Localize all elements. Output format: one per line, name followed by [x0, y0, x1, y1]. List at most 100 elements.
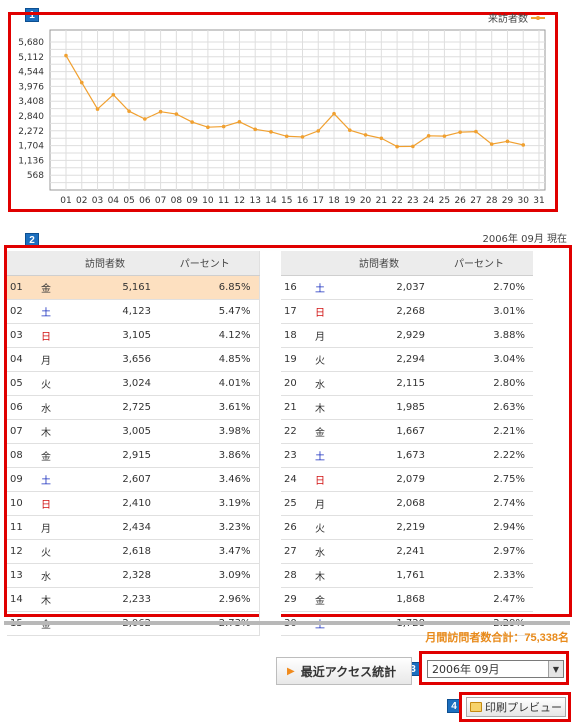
day-cell: 27: [281, 539, 307, 564]
y-tick-label: 2,840: [18, 112, 44, 122]
percent-cell: 4.12%: [159, 323, 260, 348]
x-tick-label: 13: [249, 196, 260, 206]
data-point: [253, 127, 257, 132]
weekday-cell: 水: [33, 563, 59, 588]
visitors-cell: 2,079: [333, 467, 433, 492]
weekday-cell: 金: [307, 587, 333, 612]
header-percent-right: パーセント: [433, 251, 533, 276]
percent-cell: 2.47%: [433, 587, 533, 612]
visitors-cell: 2,268: [333, 299, 433, 324]
visitors-cell: 3,105: [59, 323, 159, 348]
day-cell: 07: [7, 419, 33, 444]
day-cell: 03: [7, 323, 33, 348]
recent-access-stats-label: 最近アクセス統計: [300, 664, 397, 679]
x-tick-label: 15: [281, 196, 292, 206]
x-tick-label: 06: [139, 196, 151, 206]
day-cell: 26: [281, 515, 307, 540]
column-gap: [259, 371, 281, 395]
percent-cell: 3.46%: [159, 467, 260, 492]
x-tick-label: 27: [470, 196, 481, 206]
percent-cell: 2.96%: [159, 587, 260, 612]
x-tick-label: 29: [502, 196, 514, 206]
x-tick-label: 31: [533, 196, 544, 206]
data-point: [489, 142, 494, 146]
day-cell: 22: [281, 419, 307, 444]
percent-cell: 2.74%: [433, 491, 533, 516]
print-preview-button[interactable]: 印刷プレビュー: [466, 697, 566, 717]
recent-access-stats-button[interactable]: ▶ 最近アクセス統計: [276, 657, 412, 685]
table-row: 10 日 2,410 3.19% 25 月 2,068 2.74%: [7, 491, 533, 516]
table-row: 08 金 2,915 3.86% 23 土 1,673 2.22%: [7, 443, 533, 468]
percent-cell: 5.47%: [159, 299, 260, 324]
weekday-cell: 日: [33, 491, 59, 516]
percent-cell: 6.85%: [159, 275, 260, 300]
visitors-cell: 2,328: [59, 563, 159, 588]
table-bottom-rule: [4, 621, 570, 625]
percent-cell: 2.94%: [433, 515, 533, 540]
visitors-cell: 2,607: [59, 467, 159, 492]
data-point: [426, 134, 431, 138]
percent-cell: 3.86%: [159, 443, 260, 468]
visitors-cell: 1,673: [333, 443, 433, 468]
data-point: [316, 129, 321, 133]
series-line: [65, 55, 524, 148]
data-point: [221, 124, 226, 129]
day-cell: 11: [7, 515, 33, 540]
y-tick-label: 1,136: [18, 156, 44, 166]
column-gap: [259, 491, 281, 515]
percent-cell: 2.21%: [433, 419, 533, 444]
column-gap: [259, 395, 281, 419]
x-tick-label: 11: [218, 196, 229, 206]
x-tick-label: 16: [297, 196, 309, 206]
data-point: [174, 112, 179, 116]
y-tick-label: 2,272: [18, 127, 44, 137]
weekday-cell: 火: [307, 347, 333, 372]
table-header-row: 訪問者数 パーセント 訪問者数 パーセント: [7, 251, 533, 276]
visitor-chart: 01 02 03 04 05 06 07 08 09 10 11 12 13 14 15 16 17 18 19 20…: [18, 29, 546, 206]
data-point: [442, 134, 447, 138]
y-tick-label: 3,976: [18, 82, 44, 92]
data-point: [411, 144, 415, 149]
percent-cell: 2.80%: [433, 371, 533, 396]
visitors-cell: 2,410: [59, 491, 159, 516]
day-cell: 09: [7, 467, 33, 492]
print-preview-label: 印刷プレビュー: [485, 701, 562, 714]
weekday-cell: 土: [307, 443, 333, 468]
x-tick-label: 14: [265, 196, 277, 206]
chart-legend: 来訪者数: [488, 10, 545, 25]
weekday-cell: 火: [307, 515, 333, 540]
column-gap: [259, 419, 281, 443]
month-select[interactable]: 2006年 09月 ▼: [427, 660, 564, 678]
x-tick-label: 03: [92, 196, 103, 206]
visitors-cell: 2,241: [333, 539, 433, 564]
x-tick-label: 28: [486, 196, 498, 206]
day-cell: 23: [281, 443, 307, 468]
x-tick-label: 10: [202, 196, 214, 206]
day-cell: 18: [281, 323, 307, 348]
table-row: 02 土 4,123 5.47% 17 日 2,268 3.01%: [7, 299, 533, 324]
percent-cell: 3.88%: [433, 323, 533, 348]
legend-line-icon: [531, 15, 545, 20]
weekday-cell: 火: [33, 371, 59, 396]
current-month-label: 2006年 09月 現在: [482, 234, 567, 245]
data-point: [95, 107, 100, 111]
y-tick-label: 5,112: [18, 53, 44, 63]
arrow-right-icon: ▶: [287, 665, 295, 677]
column-gap: [259, 515, 281, 539]
percent-cell: 3.23%: [159, 515, 260, 540]
table-row: 11 月 2,434 3.23% 26 火 2,219 2.94%: [7, 515, 533, 540]
day-cell: 06: [7, 395, 33, 420]
printer-icon: [470, 702, 482, 712]
weekday-cell: 木: [33, 419, 59, 444]
visitors-cell: 2,037: [333, 275, 433, 300]
table-row: 03 日 3,105 4.12% 18 月 2,929 3.88%: [7, 323, 533, 348]
x-tick-label: 20: [360, 196, 372, 206]
weekday-cell: 日: [33, 323, 59, 348]
column-gap: [259, 443, 281, 467]
weekday-cell: 木: [307, 563, 333, 588]
x-tick-label: 22: [391, 196, 402, 206]
visitors-cell: 1,667: [333, 419, 433, 444]
visitors-cell: 2,915: [59, 443, 159, 468]
chevron-down-icon[interactable]: ▼: [548, 661, 563, 677]
x-tick-label: 02: [76, 196, 87, 206]
